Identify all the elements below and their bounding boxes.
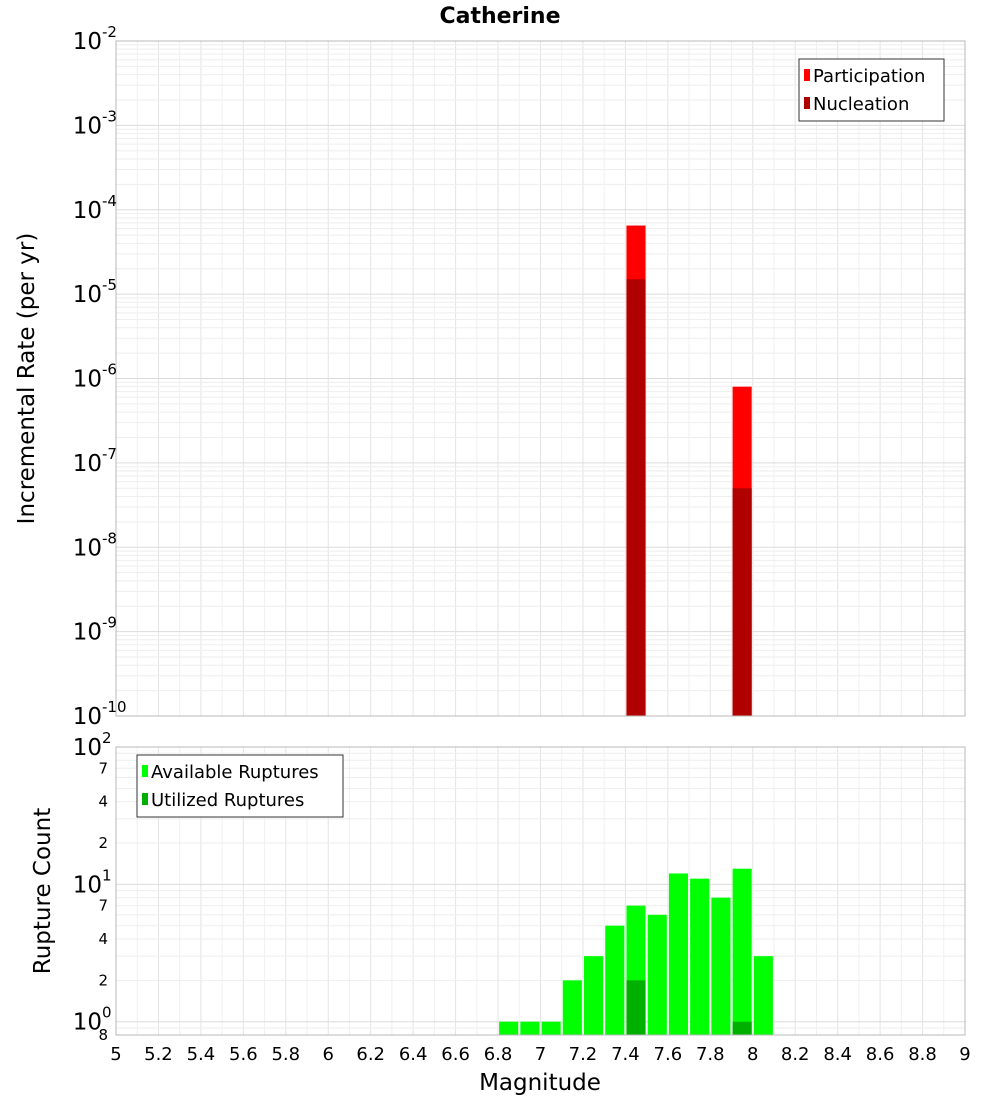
bottom-y-tick-minor-1: 2 [98,971,108,989]
x-axis-ticks: 5 5.2 5.4 5.6 5.8 6 6.2 6.4 6.6 6.8 7 7.2 7.4 7.6 7.8 8… [110,1044,970,1065]
bottom-y-tick-minor-0: 8 [98,1026,108,1044]
top-y-tick-5: 10 [73,282,102,308]
top-legend-label-0: Participation [813,66,925,87]
bottom-bar-1-0 [626,980,646,1035]
top-bar-1-1 [732,488,752,716]
top-y-tick-0-exponent: -10 [102,698,127,716]
x-tick-0: 5 [110,1044,121,1065]
x-tick-17: 8.4 [823,1044,852,1065]
top-legend-swatch-1 [804,97,810,109]
x-tick-16: 8.2 [781,1044,810,1065]
top-legend-box [798,58,945,122]
top-plot-grid [115,40,966,717]
x-tick-2: 5.4 [187,1044,216,1065]
x-tick-8: 6.6 [441,1044,470,1065]
top-plot-bars [626,225,752,716]
bottom-bar-0-1 [520,1021,540,1035]
top-y-tick-8: 10 [73,29,102,55]
x-tick-18: 8.6 [866,1044,895,1065]
bottom-y-tick-major-0-exponent: 0 [102,1004,112,1022]
chart-title: Catherine [439,4,560,29]
x-tick-12: 7.4 [611,1044,640,1065]
bottom-bar-1-1 [732,1021,752,1035]
bottom-y-tick-major-2: 10 [73,735,102,761]
x-tick-15: 8 [747,1044,758,1065]
top-plot-frame [115,40,966,717]
bottom-bar-0-10 [711,897,731,1035]
bottom-legend-swatch-1 [142,793,148,805]
x-tick-19: 8.8 [908,1044,937,1065]
top-y-tick-1: 10 [73,620,102,646]
bottom-legend-box [136,754,344,818]
top-y-tick-7-exponent: -3 [102,107,117,125]
bottom-bar-0-11 [732,868,752,1035]
x-tick-5: 6 [323,1044,334,1065]
bottom-legend: Available Ruptures Utilized Ruptures [136,754,344,818]
top-y-tick-4-exponent: -6 [102,361,117,379]
top-y-tick-1-exponent: -9 [102,614,117,632]
top-y-tick-6: 10 [73,198,102,224]
top-y-tick-7: 10 [73,113,102,139]
bottom-y-tick-minor-6: 7 [98,759,108,777]
x-tick-13: 7.6 [654,1044,683,1065]
bottom-bar-0-9 [690,878,710,1035]
bottom-bar-0-12 [753,956,773,1035]
bottom-y-tick-minor-2: 4 [98,930,108,948]
bottom-y-tick-minor-3: 7 [98,897,108,915]
bottom-bar-0-5 [605,925,625,1035]
bottom-bar-0-4 [584,956,604,1035]
bottom-bar-0-8 [668,873,689,1035]
top-y-tick-6-exponent: -4 [102,192,117,210]
x-tick-6: 6.2 [356,1044,385,1065]
bottom-legend-label-1: Utilized Ruptures [151,790,304,811]
top-legend: Participation Nucleation [798,58,945,122]
bottom-bar-0-7 [647,914,667,1035]
top-y-tick-3-exponent: -7 [102,445,117,463]
bottom-y-tick-major-1: 10 [73,872,102,898]
x-tick-11: 7.2 [569,1044,598,1065]
x-tick-3: 5.6 [229,1044,258,1065]
bottom-y-tick-major-2-exponent: 2 [102,729,112,747]
bottom-y-tick-major-1-exponent: 1 [102,866,112,884]
bottom-plot-bars [499,868,773,1035]
bottom-bar-0-2 [541,1021,561,1035]
x-axis-label: Magnitude [479,1070,601,1096]
top-legend-label-1: Nucleation [813,94,909,115]
top-y-tick-0: 10 [73,704,102,730]
top-y-tick-8-exponent: -2 [102,23,117,41]
top-y-axis-label: Incremental Rate (per yr) [14,233,40,525]
bottom-legend-label-0: Available Ruptures [151,762,319,783]
top-y-tick-2: 10 [73,535,102,561]
bottom-y-tick-minor-5: 4 [98,793,108,811]
top-bar-1-0 [626,279,646,716]
bottom-bar-0-3 [562,980,582,1035]
x-tick-4: 5.8 [271,1044,300,1065]
bottom-y-axis-label: Rupture Count [30,808,56,974]
x-tick-20: 9 [959,1044,970,1065]
x-tick-7: 6.4 [399,1044,428,1065]
top-y-tick-4: 10 [73,367,102,393]
bottom-y-tick-minor-4: 2 [98,834,108,852]
top-legend-swatch-0 [804,69,810,81]
top-y-tick-5-exponent: -5 [102,276,117,294]
bottom-plot-frame [115,746,966,1036]
top-y-tick-2-exponent: -8 [102,529,117,547]
x-tick-1: 5.2 [144,1044,173,1065]
bottom-bar-0-0 [499,1021,519,1035]
x-tick-14: 7.8 [696,1044,725,1065]
x-tick-10: 7 [535,1044,546,1065]
x-tick-9: 6.8 [484,1044,513,1065]
top-y-tick-3: 10 [73,451,102,477]
bottom-y-tick-major-0: 10 [73,1010,102,1036]
bottom-legend-swatch-0 [142,765,148,777]
